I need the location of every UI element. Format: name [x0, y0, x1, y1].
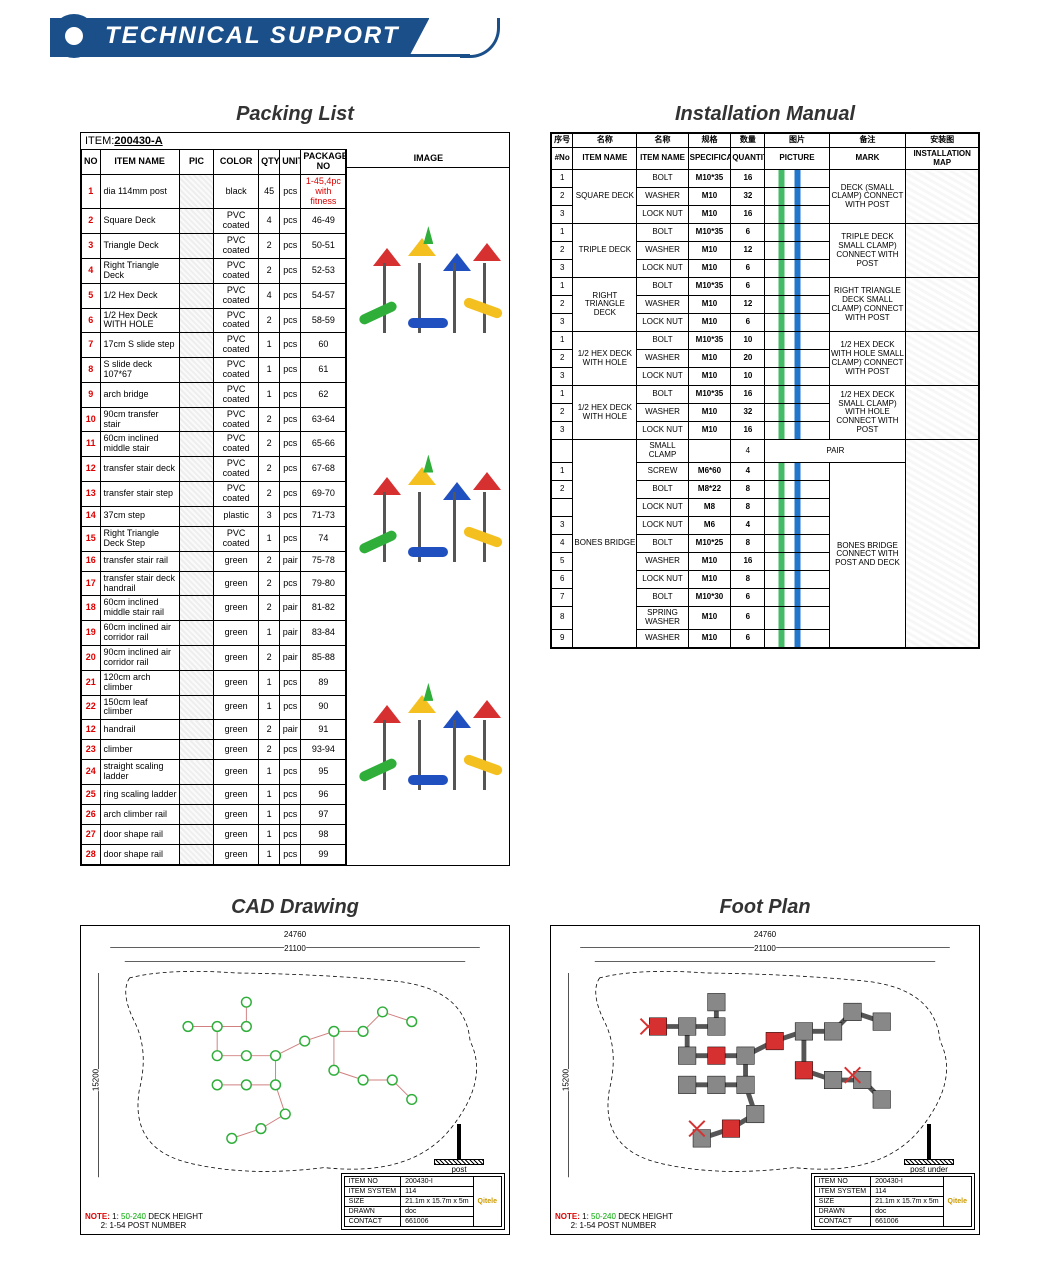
cad-title-block: ITEM NO200430-IQitele ITEM SYSTEM114 SIZ…	[341, 1173, 505, 1230]
packing-row: 2090cm inclined air corridor railgreen2p…	[82, 645, 346, 670]
packing-row: 27door shape railgreen1pcs98	[82, 825, 346, 845]
playset-thumbnail	[353, 457, 503, 577]
install-row: 11/2 HEX DECK WITH HOLEBOLTM10*35161/2 H…	[552, 386, 979, 404]
cad-drawing-panel: CAD Drawing 24760 21100 15200 post under…	[80, 896, 510, 1235]
packing-image-column	[347, 168, 509, 865]
foot-note: NOTE: 1: 50-240 DECK HEIGHT 2: 1-54 POST…	[555, 1212, 673, 1230]
packing-row: 1860cm inclined middle stair railgreen2p…	[82, 596, 346, 621]
packing-row: 21120cm arch climbergreen1pcs89	[82, 670, 346, 695]
install-row: 1TRIPLE DECKBOLTM10*356TRIPLE DECK SMALL…	[552, 224, 979, 242]
foot-title-block: ITEM NO200430-IQitele ITEM SYSTEM114 SIZ…	[811, 1173, 975, 1230]
foot-plan-drawing: 24760 21100 15200 post under ground NOTE…	[550, 925, 980, 1235]
packing-item-number: ITEM:200430-A	[81, 133, 509, 149]
packing-row: 51/2 Hex DeckPVC coated4pcs54-57	[82, 283, 346, 308]
packing-row: 1160cm inclined middle stairPVC coated2p…	[82, 432, 346, 457]
row-drawings: CAD Drawing 24760 21100 15200 post under…	[0, 896, 1060, 1235]
row-documents: Packing List ITEM:200430-A NOITEM NAMEPI…	[0, 103, 1060, 866]
packing-row: 61/2 Hex Deck WITH HOLEPVC coated2pcs58-…	[82, 308, 346, 333]
packing-row: 2Square DeckPVC coated4pcs46-49	[82, 209, 346, 234]
packing-row: 12transfer stair deckPVC coated2pcs67-68	[82, 457, 346, 482]
packing-row: 1090cm transfer stairPVC coated2pcs63-64	[82, 407, 346, 432]
packing-row: 15Right Triangle Deck StepPVC coated1pcs…	[82, 526, 346, 551]
install-row: 1RIGHT TRIANGLE DECKBOLTM10*356RIGHT TRI…	[552, 278, 979, 296]
install-row: 11/2 HEX DECK WITH HOLEBOLTM10*35101/2 H…	[552, 332, 979, 350]
cad-note: NOTE: 1: 50-240 DECK HEIGHT 2: 1-54 POST…	[85, 1212, 203, 1230]
playset-thumbnail	[353, 228, 503, 348]
packing-list-panel: Packing List ITEM:200430-A NOITEM NAMEPI…	[80, 103, 510, 866]
packing-row: 3Triangle DeckPVC coated2pcs50-51	[82, 234, 346, 259]
packing-image-header: IMAGE	[347, 149, 509, 168]
header-title: TECHNICAL SUPPORT	[50, 18, 429, 54]
packing-row: 25ring scaling laddergreen1pcs96	[82, 785, 346, 805]
packing-row: 9arch bridgePVC coated1pcs62	[82, 382, 346, 407]
cad-drawing: 24760 21100 15200 post underground NOTE:…	[80, 925, 510, 1235]
packing-row: 16transfer stair railgreen2pair75-78	[82, 551, 346, 571]
packing-row: 1dia 114mm postblack45pcs1-45,4pc with f…	[82, 174, 346, 209]
installation-title: Installation Manual	[550, 103, 980, 126]
install-row: 1SQUARE DECKBOLTM10*3516DECK (SMALL CLAM…	[552, 170, 979, 188]
packing-row: 24straight scaling laddergreen1pcs95	[82, 760, 346, 785]
installation-manual-panel: Installation Manual 序号名称名称规格数量图片备注安装图#No…	[550, 103, 980, 866]
packing-row: 17transfer stair deck handrailgreen2pcs7…	[82, 571, 346, 596]
packing-row: 26arch climber railgreen1pcs97	[82, 805, 346, 825]
packing-row: 22150cm leaf climbergreen1pcs90	[82, 695, 346, 720]
packing-row: 4Right Triangle DeckPVC coated2pcs52-53	[82, 259, 346, 284]
playset-thumbnail	[353, 685, 503, 805]
installation-table: 序号名称名称规格数量图片备注安装图#NoITEM NAMEITEM NAMESP…	[551, 133, 979, 648]
foot-plan-panel: Foot Plan 24760 21100 15200 post under g…	[550, 896, 980, 1235]
foot-title: Foot Plan	[550, 896, 980, 919]
packing-row: 13transfer stair stepPVC coated2pcs69-70	[82, 482, 346, 507]
cad-title: CAD Drawing	[80, 896, 510, 919]
packing-row: 8S slide deck 107*67PVC coated1pcs61	[82, 358, 346, 383]
packing-table: NOITEM NAMEPICCOLORQTYUNITPACKAGE NO 1di…	[81, 149, 346, 865]
packing-row: 23climbergreen2pcs93-94	[82, 740, 346, 760]
packing-row: 12handrailgreen2pair91	[82, 720, 346, 740]
header-bullet-icon	[52, 14, 96, 58]
packing-row: 717cm S slide stepPVC coated1pcs60	[82, 333, 346, 358]
packing-list-title: Packing List	[80, 103, 510, 126]
packing-row: 1437cm stepplastic3pcs71-73	[82, 506, 346, 526]
packing-row: 1960cm inclined air corridor railgreen1p…	[82, 621, 346, 646]
packing-row: 28door shape railgreen1pcs99	[82, 845, 346, 865]
section-header: TECHNICAL SUPPORT	[0, 8, 1060, 68]
